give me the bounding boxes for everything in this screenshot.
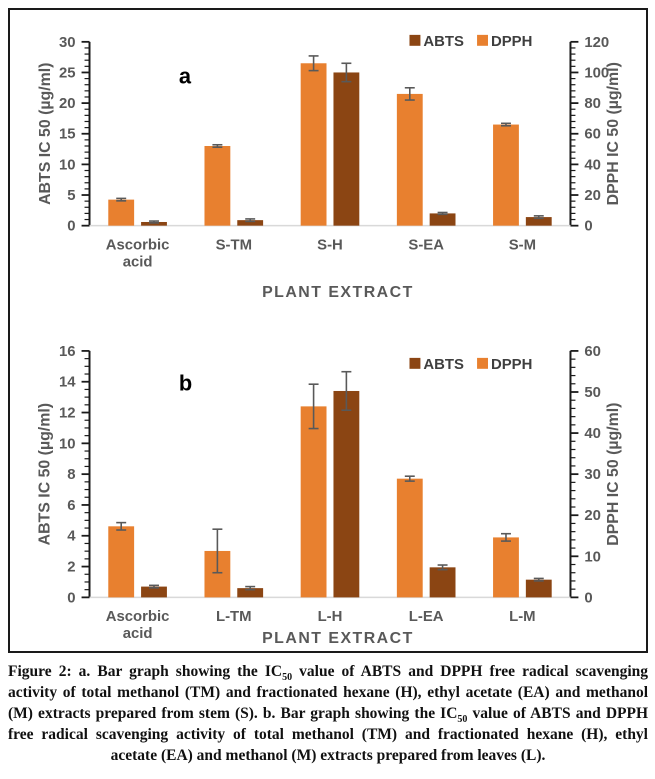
- right-axis-title: DPPH IC 50 (µg/ml): [605, 403, 622, 546]
- figure-caption: Figure 2: a. Bar graph showing the IC50 …: [8, 661, 648, 766]
- x-tick-label: L-M: [509, 609, 535, 625]
- left-tick-label: 4: [67, 529, 76, 545]
- right-tick-label: 0: [584, 591, 592, 607]
- legend-label-dpph: DPPH: [491, 357, 532, 373]
- x-tick-label: S-H: [317, 238, 343, 254]
- panel-letter-a: a: [179, 64, 192, 89]
- legend-swatch-abts: [409, 358, 421, 369]
- bar-abts-1: [237, 220, 264, 226]
- chart-b: 0 2 4 6 8 10 12 14 16 ABTS IC 50 (µg/ml) 0 10 20 30 40…: [10, 339, 646, 649]
- bar-abts-0: [141, 586, 167, 598]
- left-axis-title: ABTS IC 50 (µg/ml): [37, 63, 54, 205]
- left-tick-label: 6: [67, 498, 75, 514]
- x-tick-label: S-M: [509, 238, 536, 254]
- right-tick-label: 80: [584, 96, 601, 112]
- legend-label-dpph: DPPH: [491, 34, 532, 50]
- left-tick-label: 8: [67, 467, 75, 483]
- chart-b-svg: 0 2 4 6 8 10 12 14 16 ABTS IC 50 (µg/ml) 0 10 20 30 40…: [37, 344, 622, 647]
- legend-label-abts: ABTS: [423, 34, 464, 50]
- right-tick-label: 50: [584, 385, 601, 401]
- left-tick-label: 25: [59, 65, 76, 81]
- legend-swatch-dpph: [477, 34, 488, 46]
- bar-dpph-3: [396, 93, 423, 226]
- chart-a: 0 5 10 15 20 25 30 ABTS IC 50 (µg/ml) 0 20 40 60 80 1…: [10, 14, 646, 303]
- bar-dpph-2: [300, 63, 327, 226]
- legend-swatch-abts: [409, 34, 421, 46]
- legend-label-abts: ABTS: [423, 357, 464, 373]
- right-axis-title: DPPH IC 50 (µg/ml): [605, 62, 622, 205]
- caption-text-2: value of ABTS and DPPH free radical scav…: [8, 663, 648, 723]
- chart-a-svg: 0 5 10 15 20 25 30 ABTS IC 50 (µg/ml) 0 20 40 60 80 1…: [37, 34, 622, 301]
- left-tick-label: 10: [59, 157, 76, 173]
- right-tick-label: 20: [584, 188, 601, 204]
- chart-gap: [10, 303, 646, 339]
- left-tick-label: 16: [59, 344, 76, 360]
- x-tick-label: L-H: [318, 609, 343, 625]
- right-tick-label: 40: [584, 157, 601, 173]
- legend-swatch-dpph: [477, 358, 488, 369]
- x-axis-title: PLANT EXTRACT: [262, 284, 414, 301]
- left-tick-label: 0: [67, 591, 75, 607]
- bar-abts-4: [525, 217, 552, 226]
- caption-text-1: Figure 2: a. Bar graph showing the IC: [8, 663, 283, 681]
- bar-abts-4: [525, 579, 552, 598]
- bar-dpph-0: [108, 199, 135, 226]
- right-tick-label: 20: [584, 508, 601, 524]
- right-tick-label: 60: [584, 344, 601, 360]
- bar-abts-1: [237, 588, 264, 598]
- right-tick-label: 0: [584, 219, 592, 235]
- left-axis-title: ABTS IC 50 (µg/ml): [37, 403, 54, 545]
- right-tick-label: 100: [584, 65, 609, 81]
- bar-abts-3: [429, 567, 456, 598]
- caption-text-3: value of ABTS and DPPH free radical scav…: [8, 705, 648, 765]
- left-tick-label: 2: [67, 560, 75, 576]
- bar-abts-2: [333, 72, 360, 226]
- x-tick-label: L-TM: [216, 609, 252, 625]
- right-tick-label: 120: [584, 35, 609, 51]
- figure-border-box: 0 5 10 15 20 25 30 ABTS IC 50 (µg/ml) 0 20 40 60 80 1…: [8, 8, 648, 654]
- right-tick-label: 10: [584, 549, 601, 565]
- bar-dpph-1: [204, 145, 231, 226]
- bar-dpph-0: [108, 526, 135, 598]
- left-tick-label: 20: [59, 96, 76, 112]
- left-tick-label: 0: [67, 219, 75, 235]
- left-tick-label: 10: [59, 436, 76, 452]
- bar-abts-0: [141, 221, 167, 226]
- bar-abts-2: [333, 391, 360, 598]
- left-tick-label: 15: [59, 127, 76, 143]
- left-tick-label: 14: [59, 375, 76, 391]
- x-tick-label: S-TM: [216, 238, 252, 254]
- left-tick-label: 12: [59, 406, 76, 422]
- x-tick-label: Ascorbic acid: [106, 238, 170, 271]
- bar-dpph-2: [300, 406, 327, 598]
- x-axis-title: PLANT EXTRACT: [262, 630, 414, 647]
- caption-subscript-2: 50: [457, 714, 468, 726]
- left-tick-label: 5: [67, 188, 75, 204]
- right-tick-label: 30: [584, 467, 601, 483]
- x-tick-label: L-EA: [409, 609, 444, 625]
- right-tick-label: 60: [584, 127, 601, 143]
- x-tick-label: S-EA: [408, 238, 444, 254]
- bar-dpph-4: [493, 124, 519, 226]
- caption-subscript-1: 50: [282, 672, 293, 684]
- bar-dpph-4: [493, 537, 519, 598]
- right-tick-label: 40: [584, 426, 601, 442]
- x-tick-label: Ascorbic acid: [106, 609, 170, 642]
- left-tick-label: 30: [59, 35, 76, 51]
- bar-abts-3: [429, 213, 456, 226]
- figure-page: 0 5 10 15 20 25 30 ABTS IC 50 (µg/ml) 0 20 40 60 80 1…: [0, 8, 655, 766]
- panel-letter-b: b: [179, 371, 192, 396]
- bar-dpph-3: [396, 478, 423, 598]
